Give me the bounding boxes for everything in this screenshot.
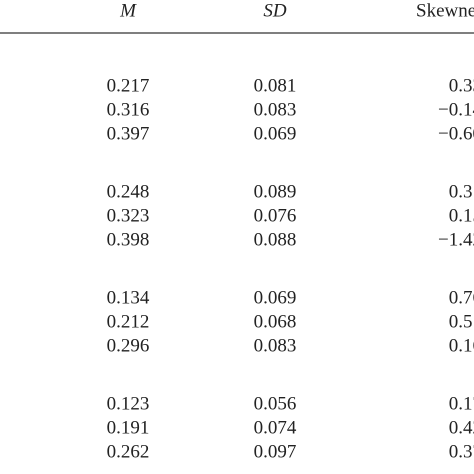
table-cell: 0.37 [449, 441, 474, 462]
table-cell: 0.17 [449, 393, 474, 414]
table-cell: 0.088 [254, 229, 297, 250]
table-cell: 0.15 [449, 205, 474, 226]
table-cell: 0.074 [254, 417, 297, 438]
table-cell: 0.081 [254, 75, 297, 96]
header-cell: Skewness [416, 0, 474, 21]
table-cell: 0.31 [449, 181, 474, 202]
table-cell: 0.089 [254, 181, 297, 202]
table-cell: 0.76 [449, 287, 474, 308]
table-cell: −1.42 [438, 229, 474, 250]
table-cell: 0.33 [449, 75, 474, 96]
table-cell: 0.323 [107, 205, 150, 226]
table-cell: 0.134 [107, 287, 150, 308]
table-cell: 0.316 [107, 99, 150, 120]
table-cell: 0.217 [107, 75, 150, 96]
table-cell: 0.056 [254, 393, 297, 414]
table-cell: 0.212 [107, 311, 150, 332]
table-cell: 0.296 [107, 335, 150, 356]
table-cell: 0.262 [107, 441, 150, 462]
table-body: 0.217 0.081 0.33 0.316 0.083 −0.14 0.397 0.069 −… [107, 75, 474, 462]
table-cell: 0.069 [254, 123, 297, 144]
table-cell: 0.068 [254, 311, 297, 332]
table-cell: 0.248 [107, 181, 150, 202]
table-cell: 0.42 [449, 417, 474, 438]
table-cell: 0.076 [254, 205, 297, 226]
table-cell: −0.60 [438, 123, 474, 144]
table-cell: 0.397 [107, 123, 150, 144]
table-cell: 0.398 [107, 229, 150, 250]
header-cell: SD [263, 0, 287, 21]
table-cell: 0.083 [254, 99, 297, 120]
table-cell: 0.51 [449, 311, 474, 332]
table-cell: 0.083 [254, 335, 297, 356]
table-cell: 0.191 [107, 417, 150, 438]
table-cell: 0.069 [254, 287, 297, 308]
table-cell: 0.123 [107, 393, 150, 414]
table-cell: −0.14 [438, 99, 474, 120]
table-cell: 0.097 [254, 441, 297, 462]
table-cell: 0.16 [449, 335, 474, 356]
header-cell: M [119, 0, 137, 21]
